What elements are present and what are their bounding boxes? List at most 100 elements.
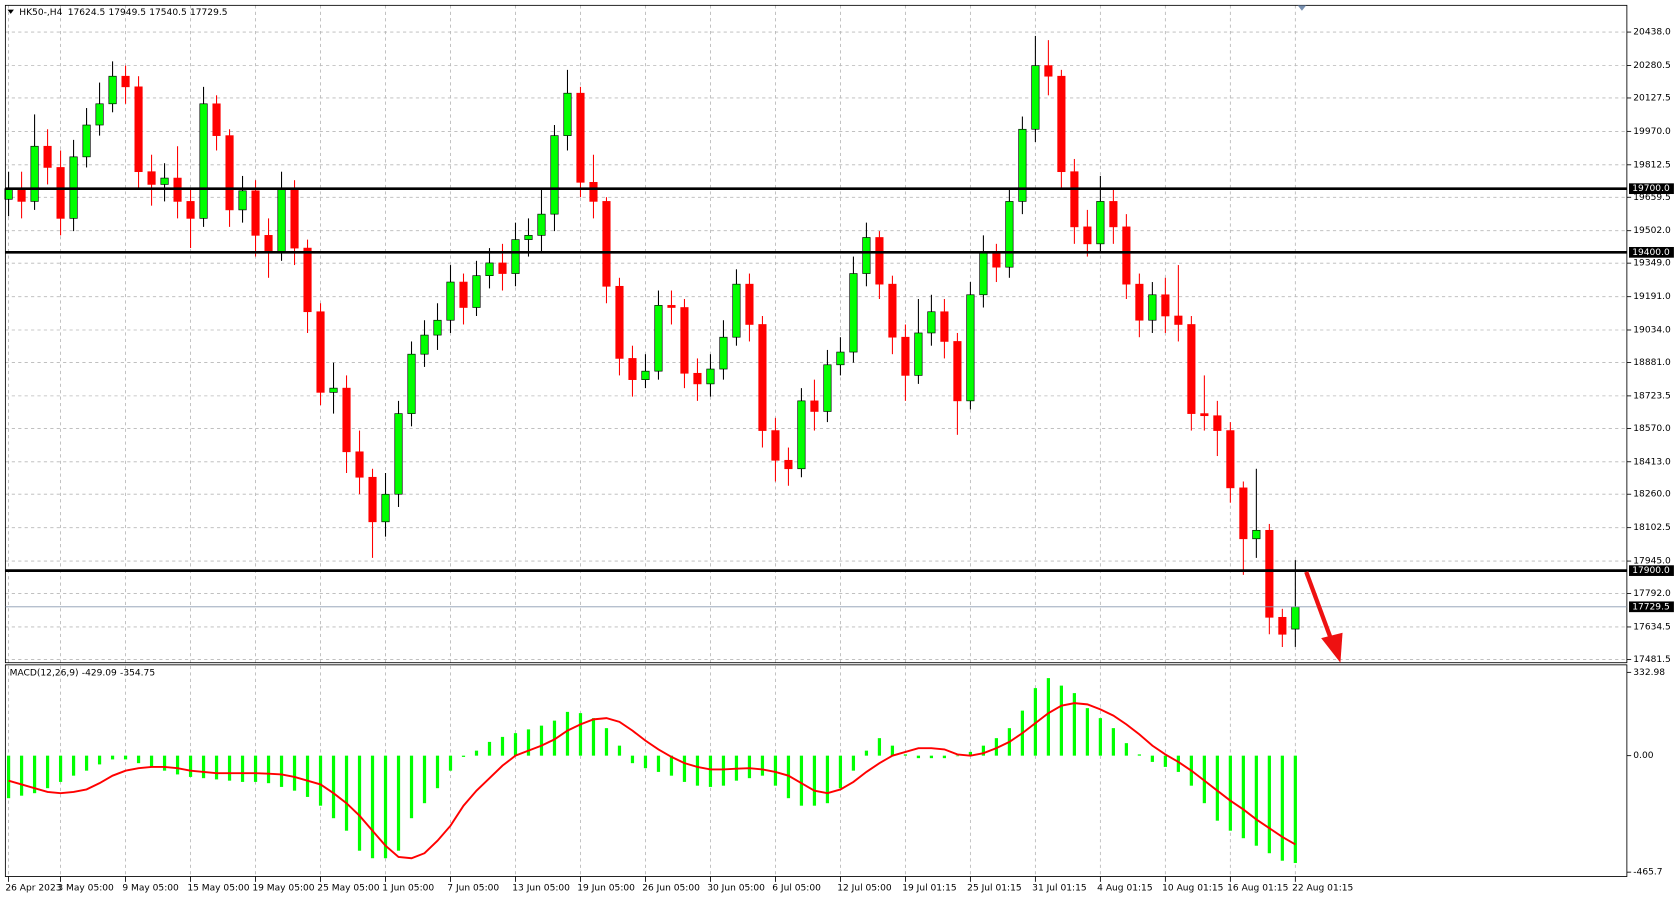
- x-tick-label: 15 May 05:00: [187, 884, 249, 894]
- candle-body: [1252, 529, 1261, 540]
- candle-body: [1109, 201, 1118, 228]
- candle-body: [992, 252, 1001, 268]
- candle-body: [1291, 606, 1300, 630]
- macd-bar: [292, 755, 297, 791]
- macd-bar: [331, 755, 336, 819]
- macd-bar: [1267, 755, 1271, 854]
- macd-bar: [1176, 755, 1180, 772]
- macd-bar: [383, 755, 388, 859]
- macd-bar: [760, 755, 765, 776]
- level-label: 17900.0: [1632, 566, 1670, 576]
- macd-bar: [669, 755, 674, 776]
- macd-title: MACD(12,26,9): [10, 668, 79, 678]
- x-tick-label: 26 Jun 05:00: [642, 884, 700, 894]
- macd-bar: [227, 755, 232, 781]
- y-tick-label: 0.00: [1633, 751, 1653, 761]
- header-low: 17540.5: [149, 7, 187, 17]
- x-tick-label: 4 Aug 01:15: [1097, 884, 1152, 894]
- signal-line: [8, 702, 1296, 860]
- macd-bar: [877, 738, 882, 756]
- main-panel-border: [4, 4, 1628, 664]
- macd-header: MACD(12,26,9) -429.09 -354.75: [10, 668, 155, 678]
- candle-body: [745, 283, 754, 325]
- macd-bar: [890, 745, 895, 756]
- candle-body: [524, 235, 533, 240]
- macd-bar: [474, 750, 479, 756]
- shift-marker[interactable]: [1297, 5, 1307, 11]
- candle-body: [1161, 294, 1170, 317]
- x-tick-label: 13 Jun 05:00: [512, 884, 570, 894]
- macd-bar: [981, 745, 986, 756]
- macd-bar: [617, 745, 622, 756]
- candle-body: [1018, 128, 1027, 202]
- candle-body: [329, 387, 338, 393]
- candle-body: [303, 247, 312, 313]
- macd-bar: [71, 755, 76, 776]
- candle-body: [719, 336, 728, 370]
- candle-body: [1005, 201, 1014, 268]
- macd-bar: [461, 755, 466, 757]
- macd-bar: [448, 755, 453, 771]
- candle-body: [1122, 226, 1131, 285]
- candle-body: [797, 400, 806, 470]
- macd-bar: [1033, 688, 1037, 756]
- macd-bar: [1085, 708, 1089, 756]
- candle-body: [459, 281, 468, 308]
- macd-bar: [708, 755, 713, 787]
- candle-body: [1187, 324, 1196, 414]
- arrow-shaft: [1304, 571, 1334, 643]
- macd-bar: [903, 754, 908, 756]
- candle-body: [680, 307, 689, 374]
- candle-body: [576, 92, 585, 183]
- candle-body: [147, 171, 156, 185]
- macd-bar: [721, 755, 726, 786]
- candle-body: [264, 235, 273, 253]
- candle-body: [732, 283, 741, 338]
- x-tick-label: 3 May 05:00: [57, 884, 114, 894]
- candle-body: [160, 177, 169, 185]
- y-tick-label: 20438.0: [1633, 28, 1671, 38]
- y-tick-label: 20280.5: [1633, 61, 1671, 71]
- candle-body: [355, 451, 364, 478]
- macd-bar: [84, 755, 89, 771]
- candle-body: [82, 124, 91, 158]
- candle-body: [1031, 65, 1040, 130]
- level-label-box: [1629, 246, 1674, 258]
- y-tick-label: -465.7: [1633, 868, 1662, 878]
- candle-body: [771, 430, 780, 461]
- candle-body: [277, 188, 286, 253]
- macd-bar: [812, 755, 817, 806]
- macd-bar: [136, 755, 141, 764]
- candle-body: [979, 252, 988, 296]
- macd-bar: [1124, 743, 1128, 756]
- y-tick-label: 18881.0: [1633, 358, 1671, 368]
- y-tick-label: 17792.0: [1633, 589, 1671, 599]
- candle-body: [472, 275, 481, 308]
- candle-body: [1083, 226, 1092, 245]
- header-open: 17624.5: [68, 7, 106, 17]
- y-tick-label: 18413.0: [1633, 457, 1671, 467]
- y-tick-label: 19659.5: [1633, 193, 1671, 203]
- candle-body: [1239, 487, 1248, 540]
- candle-body: [836, 351, 845, 366]
- x-tick-label: 30 Jun 05:00: [707, 884, 765, 894]
- macd-bar: [942, 755, 947, 759]
- macd-bar: [1163, 755, 1167, 767]
- candle-body: [121, 75, 130, 88]
- candle-body: [43, 145, 52, 168]
- candle-body: [407, 353, 416, 414]
- x-tick-label: 16 Aug 01:15: [1227, 884, 1288, 894]
- candle-body: [1278, 616, 1287, 635]
- candle-body: [693, 372, 702, 385]
- chart-header: HK50-,H4 17624.5 17949.5 17540.5 17729.5: [19, 7, 227, 17]
- macd-bar: [1046, 678, 1050, 756]
- macd-bar: [1215, 755, 1219, 821]
- macd-bar: [864, 750, 869, 756]
- candle-body: [667, 305, 676, 308]
- candle-body: [433, 319, 442, 336]
- macd-bar: [747, 755, 752, 779]
- collapse-icon[interactable]: [7, 9, 14, 14]
- macd-bar: [1137, 754, 1141, 756]
- macd-bar: [578, 713, 583, 756]
